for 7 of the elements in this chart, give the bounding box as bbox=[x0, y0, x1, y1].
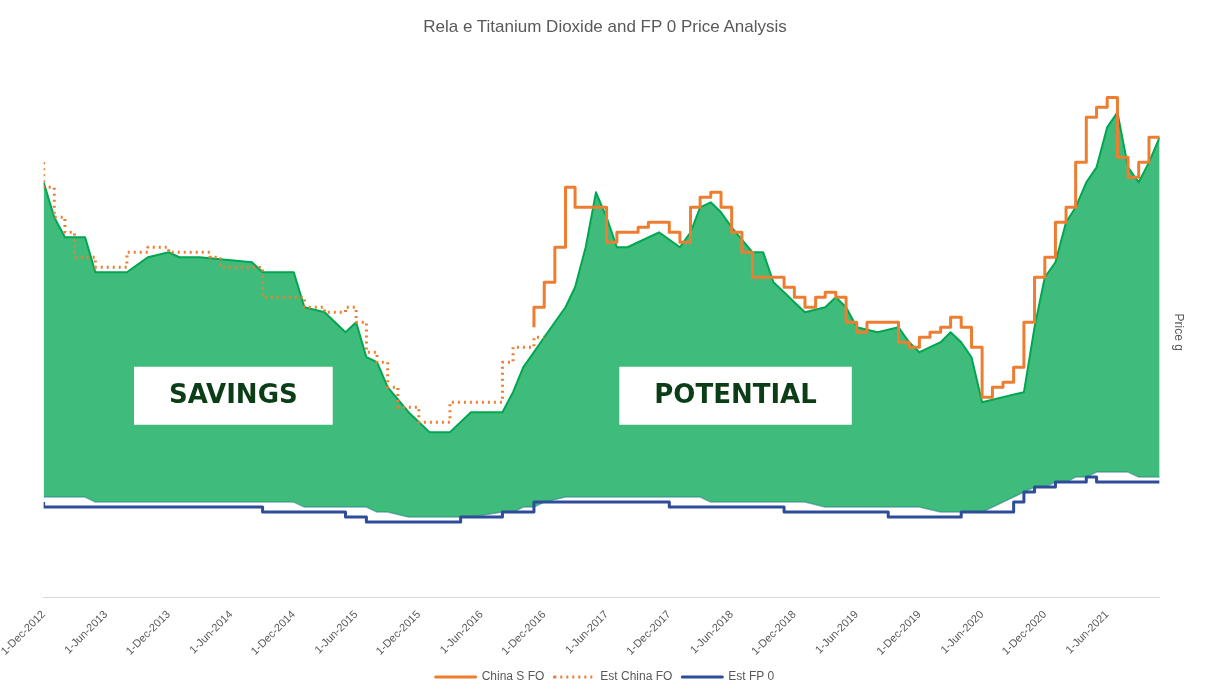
legend-label: Est FP 0 bbox=[728, 669, 775, 684]
annotation: POTENTIAL bbox=[654, 378, 817, 409]
annotation: SAVINGS bbox=[169, 378, 298, 409]
y-axis-title: Price g bbox=[1172, 313, 1187, 351]
legend-label: China S FO bbox=[481, 669, 545, 684]
chart-title: Rela e Titanium Dioxide and FP 0 Price Analysis bbox=[423, 16, 787, 36]
legend-label: Est China FO bbox=[600, 669, 673, 684]
